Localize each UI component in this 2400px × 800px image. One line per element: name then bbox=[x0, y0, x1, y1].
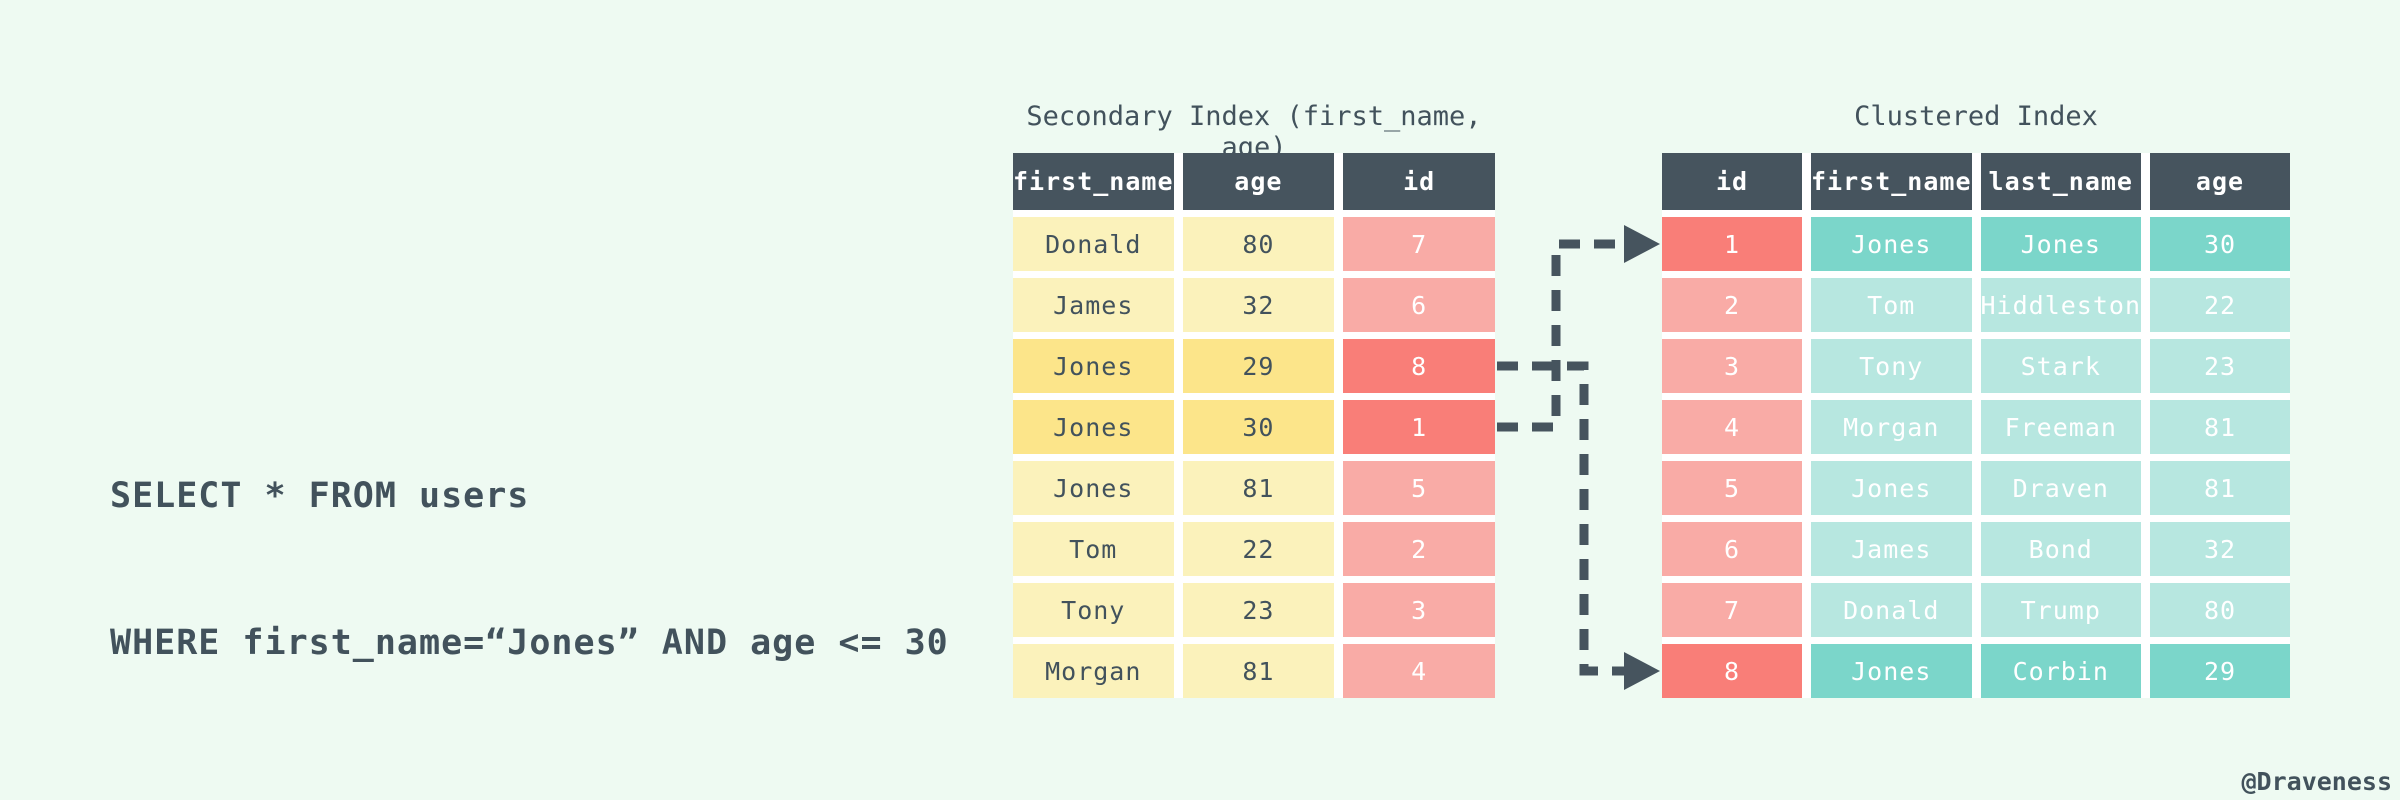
cell-id: 7 bbox=[1343, 217, 1495, 271]
cell-first_name: Donald bbox=[1013, 217, 1174, 271]
column-header-id: id bbox=[1343, 153, 1495, 210]
cell-age: 22 bbox=[1182, 522, 1335, 576]
cell-id: 1 bbox=[1662, 217, 1802, 271]
column-header-first_name: first_name bbox=[1013, 153, 1174, 210]
cell-id: 2 bbox=[1343, 522, 1495, 576]
cell-id: 6 bbox=[1662, 522, 1802, 576]
cell-age: 32 bbox=[1182, 278, 1335, 332]
sql-query: SELECT * FROM users WHERE first_name=“Jo… bbox=[110, 374, 949, 717]
secondary-index-title: Secondary Index (first_name, age) bbox=[1026, 101, 1482, 163]
cell-age: 80 bbox=[2150, 583, 2290, 637]
cell-last_name: Jones bbox=[1980, 217, 2142, 271]
cell-first_name: Jones bbox=[1810, 644, 1972, 698]
cell-last_name: Freeman bbox=[1980, 400, 2142, 454]
arrow-lookup-id-1 bbox=[1497, 225, 1660, 432]
cell-first_name: Morgan bbox=[1013, 644, 1174, 698]
cell-last_name: Bond bbox=[1980, 522, 2142, 576]
column-header-first_name: first_name bbox=[1810, 153, 1972, 210]
cell-first_name: Jones bbox=[1810, 461, 1972, 515]
cell-age: 30 bbox=[2150, 217, 2290, 271]
cell-id: 3 bbox=[1662, 339, 1802, 393]
cell-first_name: Jones bbox=[1013, 339, 1174, 393]
cell-first_name: Tom bbox=[1810, 278, 1972, 332]
cell-first_name: Jones bbox=[1810, 217, 1972, 271]
clustered-index-title: Clustered Index bbox=[1854, 101, 2098, 132]
cell-age: 29 bbox=[2150, 644, 2290, 698]
cell-first_name: Jones bbox=[1013, 461, 1174, 515]
cell-age: 80 bbox=[1182, 217, 1335, 271]
cell-age: 81 bbox=[1182, 461, 1335, 515]
cell-age: 81 bbox=[1182, 644, 1335, 698]
sql-line-1: SELECT * FROM users bbox=[110, 476, 530, 516]
cell-id: 3 bbox=[1343, 583, 1495, 637]
column-header-age: age bbox=[2150, 153, 2290, 210]
cell-last_name: Corbin bbox=[1980, 644, 2142, 698]
cell-age: 22 bbox=[2150, 278, 2290, 332]
cell-id: 5 bbox=[1662, 461, 1802, 515]
cell-id: 1 bbox=[1343, 400, 1495, 454]
clustered-index-table: id first_name last_name age 1 Jones Jones 30 2 To… bbox=[1662, 153, 2290, 698]
cell-last_name: Stark bbox=[1980, 339, 2142, 393]
cell-first_name: James bbox=[1013, 278, 1174, 332]
cell-id: 4 bbox=[1662, 400, 1802, 454]
cell-last_name: Trump bbox=[1980, 583, 2142, 637]
cell-first_name: Donald bbox=[1810, 583, 1972, 637]
cell-age: 81 bbox=[2150, 461, 2290, 515]
column-header-id: id bbox=[1662, 153, 1802, 210]
arrow-lookup-id-8 bbox=[1497, 361, 1660, 690]
cell-age: 32 bbox=[2150, 522, 2290, 576]
column-header-age: age bbox=[1182, 153, 1335, 210]
cell-age: 23 bbox=[1182, 583, 1335, 637]
cell-id: 6 bbox=[1343, 278, 1495, 332]
cell-first_name: Tom bbox=[1013, 522, 1174, 576]
cell-first_name: James bbox=[1810, 522, 1972, 576]
column-header-last_name: last_name bbox=[1980, 153, 2142, 210]
cell-age: 23 bbox=[2150, 339, 2290, 393]
cell-age: 30 bbox=[1182, 400, 1335, 454]
secondary-index-table: first_name age id Donald 80 7 James 32 6 Jones 29 8… bbox=[1013, 153, 1495, 698]
cell-first_name: Morgan bbox=[1810, 400, 1972, 454]
cell-first_name: Tony bbox=[1810, 339, 1972, 393]
cell-age: 29 bbox=[1182, 339, 1335, 393]
cell-id: 5 bbox=[1343, 461, 1495, 515]
cell-age: 81 bbox=[2150, 400, 2290, 454]
sql-line-2: WHERE first_name=“Jones” AND age <= 30 bbox=[110, 623, 949, 663]
arrowhead-id-8 bbox=[1624, 652, 1660, 690]
cell-id: 8 bbox=[1343, 339, 1495, 393]
cell-id: 7 bbox=[1662, 583, 1802, 637]
cell-first_name: Tony bbox=[1013, 583, 1174, 637]
cell-id: 8 bbox=[1662, 644, 1802, 698]
watermark: @Draveness bbox=[2241, 767, 2392, 796]
arrowhead-id-1 bbox=[1624, 225, 1660, 263]
cell-id: 2 bbox=[1662, 278, 1802, 332]
cell-first_name: Jones bbox=[1013, 400, 1174, 454]
cell-id: 4 bbox=[1343, 644, 1495, 698]
cell-last_name: Hiddleston bbox=[1980, 278, 2142, 332]
cell-last_name: Draven bbox=[1980, 461, 2142, 515]
